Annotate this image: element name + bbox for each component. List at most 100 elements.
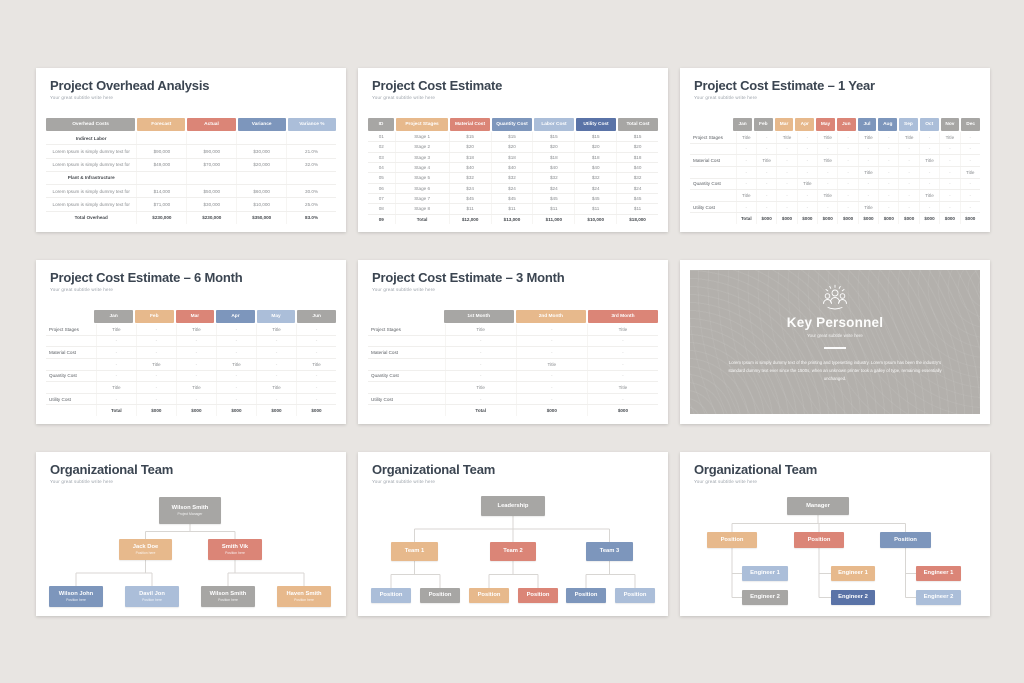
- org-node-label: Team 1: [404, 548, 425, 555]
- table-cell: $15: [633, 134, 642, 140]
- table-cell: [368, 405, 446, 416]
- table-cell: Title: [757, 155, 778, 166]
- slide-thumbnail-8[interactable]: Organizational Team Your great subtitle w…: [358, 452, 668, 616]
- table-cell: Title: [517, 358, 588, 370]
- table-header-cell: Quantity Cost: [492, 118, 532, 131]
- table-header-cell: 1st Month: [443, 310, 514, 323]
- table-cell: Stage 6: [396, 183, 450, 193]
- slide-title: Project Cost Estimate – 3 Month: [372, 270, 565, 285]
- slide-thumbnail-1[interactable]: Project Overhead Analysis Your great subt…: [36, 68, 346, 232]
- slide-title: Project Cost Estimate – 6 Month: [50, 270, 243, 285]
- slide-table: Jan Feb Mar Apr May Jun Jul Aug Sep Oct Nov Dec Proj…: [690, 118, 981, 224]
- org-node: Position: [469, 588, 509, 603]
- org-node: Engineer 2: [831, 590, 875, 605]
- org-node-label: Position: [428, 592, 452, 599]
- table-cell: $000: [838, 213, 859, 224]
- slide-thumbnail-9[interactable]: Organizational Team Your great subtitle w…: [680, 452, 990, 616]
- table-row: - - - - - - Title - - - - Title: [690, 166, 980, 179]
- table-cell: -: [217, 335, 257, 347]
- slide-thumbnail-7[interactable]: Organizational Team Your great subtitle w…: [36, 452, 346, 616]
- table-cell: $24: [575, 183, 618, 193]
- org-node: Team 2: [490, 542, 536, 561]
- table-cell: -: [940, 143, 961, 155]
- org-node-position: Position here: [135, 551, 156, 556]
- slide-thumbnail-4[interactable]: Project Cost Estimate – 6 Month Your grea…: [36, 260, 346, 424]
- org-connectors: [75, 524, 305, 586]
- table-cell: [46, 335, 97, 347]
- table-cell: Stage 1: [396, 132, 450, 142]
- table-cell: 21.0%: [305, 148, 319, 154]
- table-cell: -: [137, 382, 177, 393]
- table-cell: Lorem Ipsum is simply dummy text for: [46, 145, 138, 158]
- table-cell: -: [137, 393, 177, 405]
- slide-thumbnail-2[interactable]: Project Cost Estimate Your great subtitle…: [358, 68, 668, 232]
- table-cell: -: [517, 393, 588, 405]
- table-header-row: Jan Feb Mar Apr May Jun Jul Aug Sep Oct Nov Dec: [690, 118, 981, 131]
- table-cell: -: [798, 155, 819, 166]
- table-cell: $000: [777, 213, 798, 224]
- table-cell: 07: [368, 193, 396, 204]
- table-cell: Title: [737, 190, 757, 201]
- table-cell: 25.0%: [305, 202, 319, 208]
- slide-title: Organizational Team: [372, 462, 496, 477]
- table-row: - Title -: [368, 358, 658, 371]
- table-cell: -: [838, 143, 859, 155]
- table-cell: -: [899, 201, 920, 213]
- table-cell: $18: [492, 152, 534, 162]
- table-cell: -: [137, 347, 177, 358]
- slide-subtitle: Your great subtitle write here: [50, 479, 114, 484]
- table-header-row: Jan Feb Mar Apr May Jun: [46, 310, 336, 323]
- table-cell: -: [257, 347, 297, 358]
- org-node-label: Team 3: [599, 548, 620, 555]
- table-cell: Plant & Infrastructure: [46, 171, 138, 185]
- table-cell: -: [899, 143, 920, 155]
- table-row: Lorem Ipsum is simply dummy text for $90,…: [46, 145, 336, 159]
- table-cell: -: [315, 350, 318, 356]
- table-cell: $70,000: [187, 158, 238, 171]
- table-cell: $20,000: [237, 158, 288, 171]
- table-cell: $15: [575, 132, 618, 142]
- table-cell: -: [757, 143, 778, 155]
- table-row: Total $000 $000: [368, 405, 658, 416]
- table-cell: $20: [633, 144, 642, 150]
- table-cell: $18: [575, 152, 618, 162]
- table-cell: -: [217, 370, 257, 382]
- table-cell: $000: [798, 213, 819, 224]
- table-cell: $11: [575, 204, 618, 214]
- table-cell: -: [177, 335, 217, 347]
- table-cell: -: [737, 178, 757, 190]
- table-cell: Title: [859, 201, 880, 213]
- table-cell: Lorem Ipsum is simply dummy text for: [46, 185, 138, 198]
- slide-thumbnail-6[interactable]: Key Personnel Your great subtitle write h…: [680, 260, 990, 424]
- table-cell: [690, 166, 737, 178]
- slide-subtitle: Your great subtitle write here: [372, 287, 436, 292]
- table-cell: -: [798, 201, 819, 213]
- table-row: - Title - Title - Title: [46, 358, 336, 371]
- table-cell: $18: [450, 152, 492, 162]
- table-cell: $90,000: [137, 145, 188, 158]
- table-cell: 01: [368, 132, 396, 142]
- table-cell: 06: [368, 183, 396, 193]
- table-cell: $15: [450, 132, 492, 142]
- team-icon: [823, 284, 847, 310]
- table-cell: $000: [311, 408, 322, 414]
- table-cell: Stage 2: [396, 142, 450, 152]
- slide-thumbnail-3[interactable]: Project Cost Estimate – 1 Year Your great…: [680, 68, 990, 232]
- table-cell: [690, 190, 737, 201]
- table-header-cell: May: [816, 118, 835, 131]
- table-header-cell: 2nd Month: [515, 310, 586, 323]
- table-cell: Material Cost: [46, 347, 97, 358]
- table-cell: Material Cost: [690, 155, 737, 166]
- table-cell: $11: [533, 204, 576, 214]
- table-cell: Project Stages: [690, 132, 737, 143]
- table-cell: -: [969, 204, 971, 210]
- table-cell: -: [920, 178, 941, 190]
- slide-thumbnail-5[interactable]: Project Cost Estimate – 3 Month Your grea…: [358, 260, 668, 424]
- table-cell: Stage 5: [396, 173, 450, 183]
- table-cell: -: [137, 370, 177, 382]
- org-node-label: Leadership: [497, 502, 529, 509]
- table-row: Title - - - Title - - - - Title - -: [690, 190, 980, 202]
- table-cell: -: [97, 393, 137, 405]
- table-cell: 02: [368, 142, 396, 152]
- table-header-cell: Feb: [753, 118, 773, 131]
